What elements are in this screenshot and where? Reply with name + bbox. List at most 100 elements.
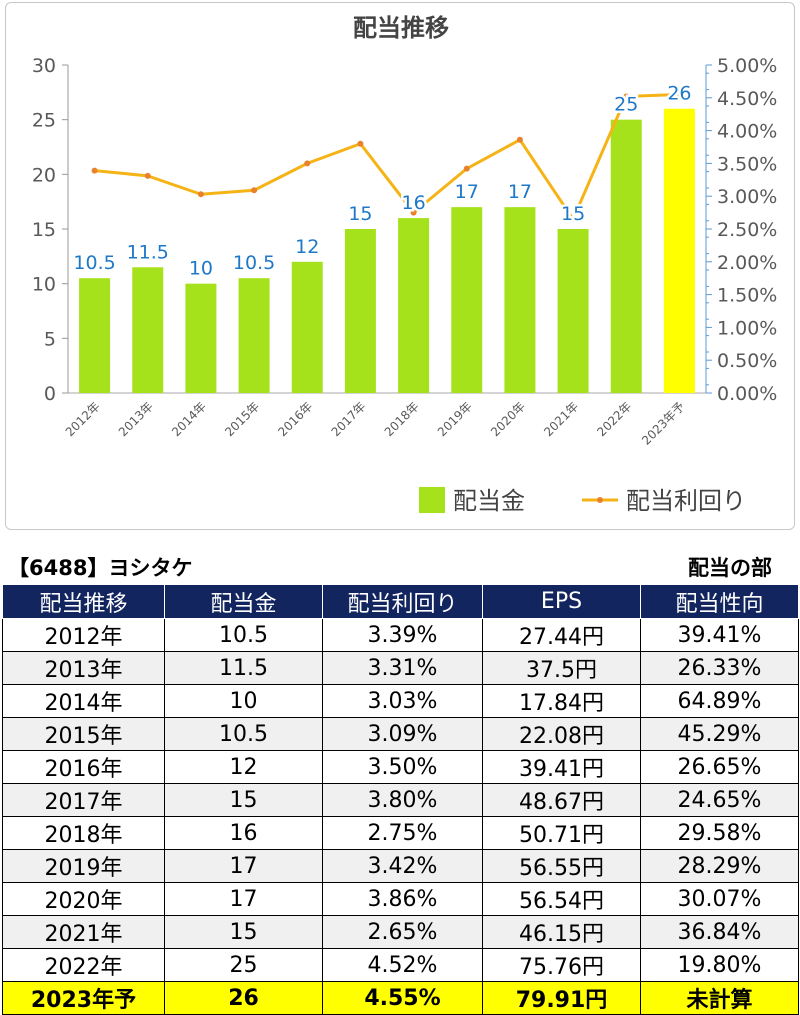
yield-point bbox=[463, 165, 470, 172]
table-cell: 16 bbox=[164, 816, 323, 850]
right-tick-label: 2.50% bbox=[717, 219, 777, 241]
table-cell: 3.50% bbox=[322, 750, 483, 784]
dividend-chart: 配当推移 0 5 10 15 20 25 30 0.00% 0.50% 1.00% 1.50% 2.00… bbox=[32, 14, 778, 515]
table-cell: 2021年 bbox=[2, 915, 165, 949]
bar-data-label: 17 bbox=[455, 181, 479, 203]
table-row: 2013年 11.5 3.31% 37.5円 26.33% bbox=[2, 651, 799, 685]
table-cell: 56.54円 bbox=[482, 882, 641, 916]
table-row: 2020年 17 3.86% 56.54円 30.07% bbox=[2, 882, 799, 916]
yield-point bbox=[357, 140, 364, 147]
table-cell: 26.33% bbox=[640, 651, 799, 685]
right-tick-label: 0.00% bbox=[717, 383, 777, 405]
bar-data-label: 11.5 bbox=[127, 241, 169, 263]
legend-bar-swatch bbox=[419, 487, 445, 513]
right-tick-label: 4.50% bbox=[717, 88, 777, 110]
table-cell: 45.29% bbox=[640, 717, 799, 751]
table-row: 2019年 17 3.42% 56.55円 28.29% bbox=[2, 849, 799, 883]
yield-point bbox=[197, 191, 204, 198]
chart-title: 配当推移 bbox=[353, 14, 449, 42]
legend-line-marker bbox=[597, 497, 603, 503]
table-cell: 2018年 bbox=[2, 816, 165, 850]
right-tick-label: 1.00% bbox=[717, 317, 777, 339]
column-header: EPS bbox=[482, 584, 641, 619]
table-row: 2018年 16 2.75% 50.71円 29.58% bbox=[2, 816, 799, 850]
table-row: 2012年 10.5 3.39% 27.44円 39.41% bbox=[2, 618, 799, 652]
table-cell: 15 bbox=[164, 783, 323, 817]
table-cell: 48.67円 bbox=[482, 783, 641, 817]
table-cell: 2015年 bbox=[2, 717, 165, 751]
table-cell: 25 bbox=[164, 948, 323, 982]
left-tick-label: 15 bbox=[32, 219, 56, 241]
left-tick-label: 10 bbox=[32, 274, 56, 296]
table-cell: 28.29% bbox=[640, 849, 799, 883]
right-tick-label: 2.00% bbox=[717, 252, 777, 274]
bar bbox=[663, 108, 695, 393]
table-cell: 2013年 bbox=[2, 651, 165, 685]
table-cell: 39.41円 bbox=[482, 750, 641, 784]
yield-point bbox=[623, 93, 630, 100]
table-cell: 17.84円 bbox=[482, 684, 641, 718]
table-cell: 3.42% bbox=[322, 849, 483, 883]
category-label: 2021年 bbox=[541, 399, 581, 439]
bar-data-label: 10 bbox=[189, 258, 213, 280]
table-header-row: 配当推移 配当金 配当利回り EPS 配当性向 bbox=[2, 584, 799, 619]
bar bbox=[344, 229, 376, 393]
legend-bar-label: 配当金 bbox=[453, 487, 525, 515]
category-label: 2022年 bbox=[594, 399, 634, 439]
table-cell: 3.03% bbox=[322, 684, 483, 718]
right-tick-label: 5.00% bbox=[717, 55, 777, 77]
bar bbox=[79, 278, 111, 393]
table-cell: 26.65% bbox=[640, 750, 799, 784]
yield-point bbox=[410, 209, 417, 216]
table-row: 2015年 10.5 3.09% 22.08円 45.29% bbox=[2, 717, 799, 751]
table-cell: 50.71円 bbox=[482, 816, 641, 850]
table-cell: 2020年 bbox=[2, 882, 165, 916]
bar-data-label: 10.5 bbox=[233, 252, 275, 274]
right-tick-label: 1.50% bbox=[717, 285, 777, 307]
company-label: 【6488】ヨシタケ bbox=[8, 556, 193, 580]
table-cell: 2017年 bbox=[2, 783, 165, 817]
table-body: 2012年 10.5 3.39% 27.44円 39.41% 2013年 11.5 3.31%… bbox=[2, 618, 799, 1015]
category-label: 2013年 bbox=[116, 399, 156, 439]
table-cell: 3.39% bbox=[322, 618, 483, 652]
table-row: 2016年 12 3.50% 39.41円 26.65% bbox=[2, 750, 799, 784]
right-tick-label: 3.00% bbox=[717, 186, 777, 208]
table-cell: 37.5円 bbox=[482, 651, 641, 685]
category-label: 2014年 bbox=[169, 399, 209, 439]
bar-data-label: 16 bbox=[401, 192, 425, 214]
table-cell: 2012年 bbox=[2, 618, 165, 652]
table-cell: 4.55% bbox=[322, 981, 483, 1015]
table-cell: 2.65% bbox=[322, 915, 483, 949]
bar-data-label: 15 bbox=[348, 203, 372, 225]
column-header: 配当金 bbox=[164, 584, 323, 619]
column-header: 配当利回り bbox=[322, 584, 483, 619]
table-cell: 3.86% bbox=[322, 882, 483, 916]
left-tick-label: 30 bbox=[32, 55, 56, 77]
bar-data-label: 26 bbox=[667, 83, 691, 105]
right-tick-label: 4.00% bbox=[717, 121, 777, 143]
bar bbox=[132, 267, 164, 393]
yield-point bbox=[570, 216, 577, 223]
bar bbox=[610, 119, 642, 394]
bar bbox=[557, 229, 589, 393]
table-row: 2022年 25 4.52% 75.76円 19.80% bbox=[2, 948, 799, 982]
table-cell: 4.52% bbox=[322, 948, 483, 982]
table-cell: 2019年 bbox=[2, 849, 165, 883]
category-label: 2019年 bbox=[435, 399, 475, 439]
table-row: 2014年 10 3.03% 17.84円 64.89% bbox=[2, 684, 799, 718]
table-cell: 12 bbox=[164, 750, 323, 784]
table-row: 2023年予 26 4.55% 79.91円 未計算 bbox=[2, 981, 799, 1015]
bar-data-label: 10.5 bbox=[73, 252, 115, 274]
table-cell: 27.44円 bbox=[482, 618, 641, 652]
table-cell: 3.80% bbox=[322, 783, 483, 817]
bar-data-label: 15 bbox=[561, 203, 585, 225]
section-label: 配当の部 bbox=[688, 556, 772, 580]
table-row: 2017年 15 3.80% 48.67円 24.65% bbox=[2, 783, 799, 817]
right-tick-label: 0.50% bbox=[717, 350, 777, 372]
bar bbox=[238, 278, 270, 393]
table-cell: 56.55円 bbox=[482, 849, 641, 883]
table-cell: 2022年 bbox=[2, 948, 165, 982]
table-cell: 10.5 bbox=[164, 618, 323, 652]
table-cell: 64.89% bbox=[640, 684, 799, 718]
yield-point bbox=[304, 160, 311, 167]
